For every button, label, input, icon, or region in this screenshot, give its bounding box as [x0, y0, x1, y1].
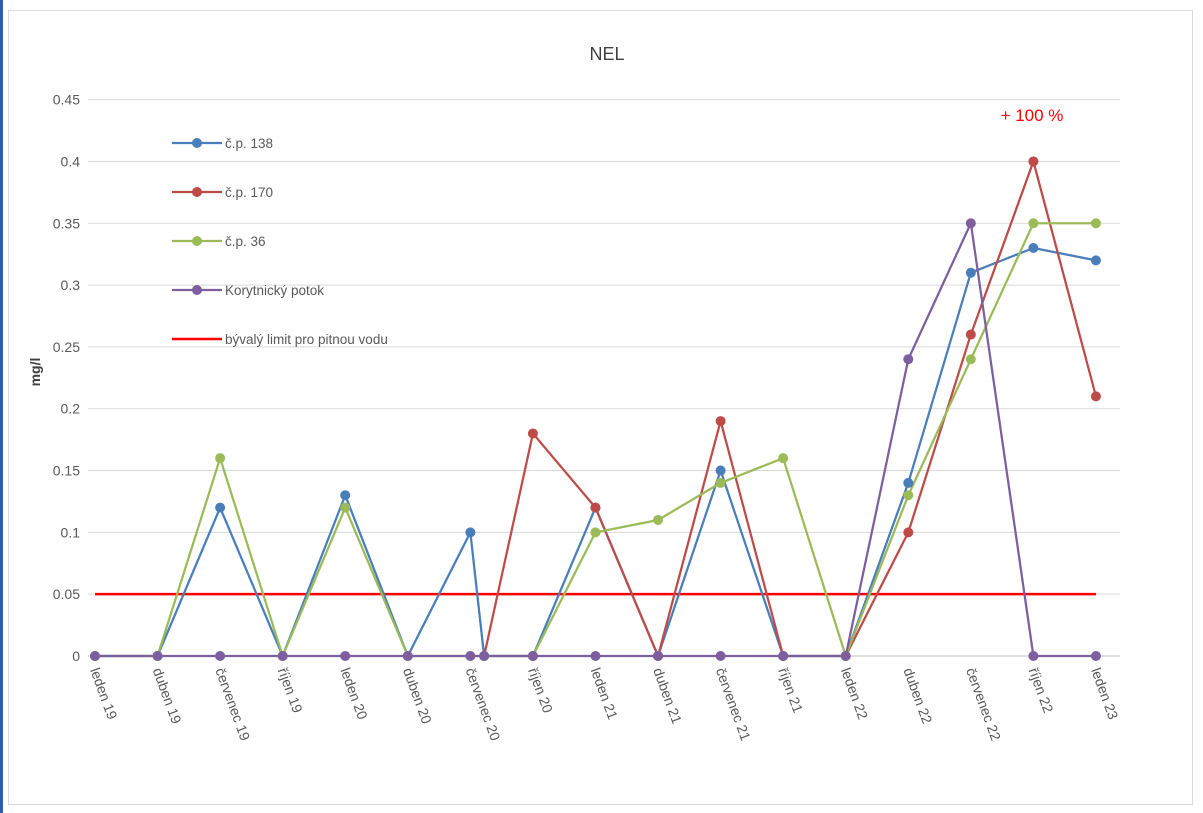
x-tick-label: leden 21 — [588, 666, 621, 722]
data-point — [715, 416, 726, 427]
data-point — [1028, 651, 1039, 661]
data-point — [340, 502, 351, 513]
data-point — [402, 651, 413, 661]
x-tick-label: leden 20 — [337, 666, 370, 722]
data-point — [590, 527, 601, 538]
x-tick-label: leden 19 — [87, 666, 120, 722]
chart-title: NEL — [589, 44, 624, 64]
legend-marker — [192, 285, 202, 295]
data-point — [340, 490, 351, 501]
data-point — [590, 502, 601, 513]
legend-label: č.p. 170 — [225, 185, 273, 200]
data-point — [965, 218, 976, 229]
data-point — [715, 465, 726, 476]
legend-label: č.p. 138 — [225, 136, 273, 151]
legend-label: bývalý limit pro pitnou vodu — [225, 332, 388, 347]
series-line — [95, 246, 1097, 658]
data-point — [1090, 651, 1101, 661]
data-point — [715, 651, 726, 661]
y-tick-label: 0.25 — [53, 339, 80, 355]
x-axis-tick-labels: leden 19 duben 19 červenec 19 říjen 19 leden… — [87, 666, 1121, 743]
data-point — [1028, 242, 1039, 253]
data-point — [590, 651, 601, 661]
series-layer — [90, 156, 1101, 661]
data-point — [215, 502, 226, 513]
data-point — [965, 329, 976, 340]
data-point — [1090, 391, 1101, 402]
data-point — [152, 651, 163, 661]
series-line — [95, 222, 1096, 658]
y-tick-label: 0.2 — [61, 401, 81, 417]
increase-annotation: + 100 % — [1001, 106, 1064, 125]
x-tick-label: duben 21 — [650, 666, 685, 727]
data-point — [1090, 218, 1101, 229]
data-point — [1028, 218, 1039, 229]
data-point — [340, 651, 351, 661]
x-tick-label: říjen 20 — [525, 666, 556, 716]
data-point — [277, 651, 288, 661]
y-axis-tick-labels: 0 0.05 0.1 0.15 0.2 0.25 0.3 0.35 0.4 0.45 — [53, 92, 80, 664]
data-point — [965, 267, 976, 278]
data-point — [840, 651, 851, 661]
legend-marker — [192, 187, 202, 197]
y-tick-label: 0.05 — [53, 586, 80, 602]
x-tick-label: říjen 22 — [1026, 666, 1057, 716]
data-point — [778, 453, 789, 464]
x-tick-label: červenec 19 — [212, 666, 253, 743]
x-tick-label: duben 19 — [150, 666, 185, 727]
data-point — [1090, 255, 1101, 266]
y-tick-label: 0.3 — [61, 277, 81, 293]
data-point — [653, 651, 664, 661]
data-point — [903, 527, 914, 538]
y-tick-label: 0.35 — [53, 215, 80, 231]
x-tick-label: říjen 21 — [775, 666, 806, 716]
legend: č.p. 138 č.p. 170 č.p. 36 Korytnický potok b… — [172, 136, 388, 347]
data-point — [715, 477, 726, 488]
data-point — [215, 651, 226, 661]
y-axis-label: mg/l — [27, 358, 43, 387]
x-tick-label: červenec 21 — [713, 666, 754, 743]
x-tick-label: leden 23 — [1088, 666, 1121, 722]
data-point — [903, 477, 914, 488]
data-point — [965, 354, 976, 365]
legend-label: č.p. 36 — [225, 234, 266, 249]
x-tick-label: duben 22 — [900, 666, 935, 727]
data-point — [903, 490, 914, 501]
data-point — [903, 354, 914, 365]
y-tick-label: 0.15 — [53, 463, 80, 479]
series-line — [95, 222, 1096, 658]
data-point — [778, 651, 789, 661]
data-point — [465, 651, 476, 661]
data-point — [90, 651, 100, 661]
gridlines — [88, 99, 1120, 657]
data-point — [527, 651, 538, 661]
x-tick-label: červenec 20 — [463, 666, 504, 743]
data-point — [653, 514, 664, 525]
x-tick-label: leden 22 — [838, 666, 871, 722]
chart-area-border — [8, 10, 1193, 805]
x-tick-label: duben 20 — [400, 666, 435, 727]
data-point — [215, 453, 226, 464]
legend-marker — [192, 138, 202, 148]
x-tick-label: červenec 22 — [963, 666, 1004, 743]
data-point — [479, 651, 490, 661]
y-tick-label: 0.1 — [61, 524, 81, 540]
data-point — [465, 527, 476, 538]
x-tick-label: říjen 19 — [275, 666, 306, 716]
data-point — [1028, 156, 1039, 167]
data-point — [527, 428, 538, 439]
y-tick-label: 0.4 — [61, 153, 81, 169]
y-tick-label: 0 — [72, 648, 80, 664]
legend-marker — [192, 236, 202, 246]
legend-label: Korytnický potok — [225, 283, 324, 298]
y-tick-label: 0.45 — [53, 92, 80, 108]
